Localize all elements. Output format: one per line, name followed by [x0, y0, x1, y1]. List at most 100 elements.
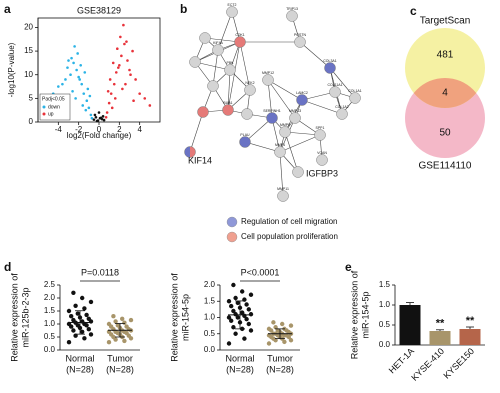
- y-tick-label: 0: [29, 117, 34, 126]
- network-node-label: MMP11: [277, 187, 289, 191]
- dot: [84, 312, 89, 318]
- venn-set-name: TargetScan: [420, 16, 471, 27]
- x-tick-label: (N=28): [266, 364, 294, 374]
- venn-count: 481: [437, 50, 454, 61]
- network-node-label: MMP9: [280, 123, 290, 127]
- point: [79, 63, 82, 67]
- network-node: [274, 146, 286, 158]
- dot: [106, 340, 112, 345]
- dot: [80, 295, 85, 301]
- legend-label: down: [48, 104, 60, 110]
- network-node-label: COL11A1: [327, 83, 342, 87]
- network-node: [207, 80, 219, 92]
- dot: [280, 321, 285, 327]
- dot: [231, 308, 236, 314]
- network-edge: [204, 37, 241, 43]
- y-axis-label: miR-125b-2-3p: [20, 287, 30, 347]
- panel-label: b: [180, 2, 187, 16]
- network-node-half: [184, 146, 190, 158]
- point: [101, 115, 105, 118]
- dot: [288, 323, 294, 328]
- point: [105, 111, 109, 114]
- network-node: [324, 62, 336, 74]
- dot: [66, 308, 72, 314]
- point: [76, 52, 79, 55]
- legend-label: up: [48, 111, 54, 117]
- point: [61, 82, 64, 86]
- point: [92, 118, 96, 121]
- network-edge: [227, 69, 231, 111]
- bar: [399, 305, 421, 345]
- dot: [106, 321, 112, 327]
- point: [111, 61, 115, 65]
- network-node: [189, 56, 201, 68]
- point: [81, 104, 85, 107]
- dot: [113, 319, 118, 324]
- point: [123, 42, 126, 46]
- y-tick-label: 0.5: [379, 320, 391, 329]
- dot: [111, 314, 116, 319]
- network-node: [286, 10, 298, 22]
- point: [132, 99, 135, 103]
- network-node: [277, 190, 289, 202]
- dot: [226, 341, 232, 346]
- network-edge: [267, 79, 273, 119]
- network-node: [262, 74, 274, 86]
- point: [119, 35, 122, 39]
- dot: [266, 333, 272, 338]
- network-node: [234, 36, 246, 48]
- network-node: [199, 32, 211, 44]
- dot: [122, 320, 127, 325]
- point: [148, 104, 152, 107]
- legend-label: Regulation of cell migration: [241, 217, 338, 226]
- network-edge: [227, 41, 241, 111]
- point: [75, 68, 78, 72]
- y-axis-label: Relative expression of: [349, 270, 359, 359]
- y-axis-label: Relative expression of: [169, 273, 179, 362]
- point: [72, 61, 75, 65]
- point: [126, 59, 129, 62]
- network-edge: [299, 41, 331, 69]
- network-edge: [239, 41, 251, 91]
- point: [66, 66, 69, 69]
- point: [102, 118, 106, 122]
- dot: [128, 317, 134, 323]
- bar: [429, 331, 451, 345]
- significance-label: P=0.0118: [81, 267, 119, 277]
- network-edge: [194, 61, 231, 71]
- network-node: [197, 106, 209, 118]
- bar: [459, 329, 481, 345]
- point: [78, 78, 81, 81]
- dot: [73, 303, 78, 308]
- point: [120, 54, 123, 58]
- point: [77, 75, 80, 79]
- dot: [226, 299, 232, 304]
- network-node: [349, 92, 361, 104]
- point: [143, 97, 147, 100]
- point: [109, 92, 113, 95]
- network-edge: [244, 117, 273, 143]
- point: [116, 47, 119, 51]
- network-node-half: [190, 146, 196, 158]
- network-node: [241, 108, 253, 120]
- network-edge: [279, 134, 321, 153]
- network-node: [296, 94, 308, 106]
- network-edge: [217, 11, 233, 51]
- network-node: [336, 108, 348, 120]
- panel-label: a: [4, 2, 11, 16]
- point: [107, 101, 111, 105]
- y-tick-label: 20: [24, 23, 33, 32]
- panel-label: e: [345, 260, 352, 274]
- network-node-label: KIF4A: [213, 41, 223, 45]
- point: [118, 63, 121, 67]
- y-axis-label: -log10(P-value): [7, 42, 16, 97]
- point: [88, 94, 92, 98]
- point: [84, 108, 88, 112]
- point: [108, 78, 112, 81]
- y-tick-label: 15: [24, 46, 33, 55]
- dot: [115, 323, 121, 328]
- dot: [266, 326, 272, 332]
- x-tick-label: Normal: [225, 353, 254, 363]
- dot: [82, 336, 87, 341]
- y-tick-label: 0.0: [44, 345, 56, 354]
